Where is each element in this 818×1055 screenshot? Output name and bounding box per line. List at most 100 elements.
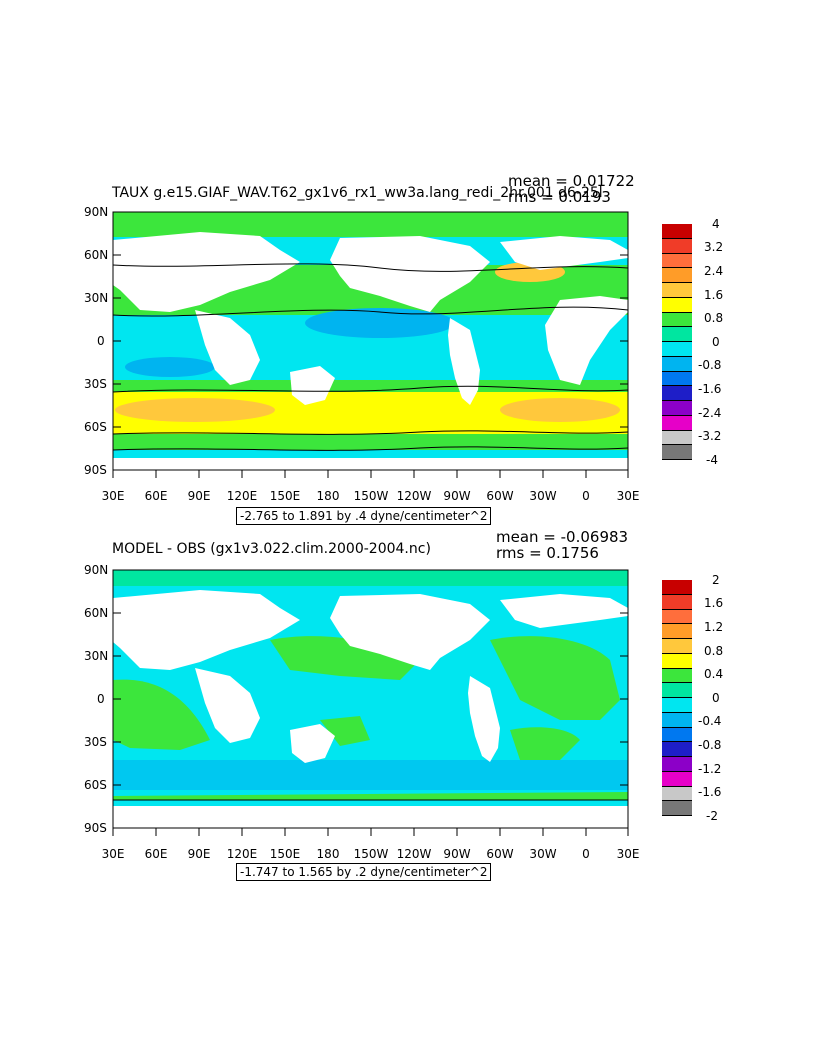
lon-label: 60W [486,489,514,503]
lon-label: 30E [101,847,125,861]
panel-2-colorbar [662,580,692,816]
colorbar-swatch [662,386,692,401]
lon-label: 90W [443,489,471,503]
lat-label: 30N [84,649,109,663]
lat-label: 90N [84,563,109,577]
lon-label: 30E [616,489,640,503]
lon-label: 90E [187,489,211,503]
colorbar-label: 3.2 [704,240,724,254]
lat-label: 0 [97,334,105,348]
lat-label: 30S [84,377,107,391]
lat-label: 60N [84,248,109,262]
lon-label: 90W [443,847,471,861]
colorbar-swatch [662,356,692,372]
colorbar-swatch [662,268,692,283]
colorbar-label: 2 [712,573,720,587]
lat-label: 60S [84,420,107,434]
lat-label: 90N [84,205,109,219]
lon-label: 90E [187,847,211,861]
lon-label: 120W [396,847,432,861]
colorbar-swatch [662,342,692,357]
colorbar-label: -1.2 [698,762,722,776]
panel-1-rms: rms = 0.0193 [508,188,611,206]
colorbar-swatch [662,609,692,625]
panel-2-range-label: -1.747 to 1.565 by .2 dyne/centimeter^2 [236,863,492,881]
colorbar-label: -0.8 [698,358,722,372]
lon-label: 180 [316,847,340,861]
colorbar-label: -1.6 [698,382,722,396]
lon-label: 30W [529,489,557,503]
colorbar-swatch [662,594,692,610]
lon-label: 120E [226,489,258,503]
lat-label: 60N [84,606,109,620]
lon-label: 0 [582,489,590,503]
colorbar-label: -4 [706,453,718,467]
colorbar-swatch [662,668,692,684]
colorbar-swatch [662,371,692,387]
colorbar-swatch [662,580,692,595]
lon-label: 150W [353,489,389,503]
lon-label: 120E [226,847,258,861]
colorbar-label: -3.2 [698,429,722,443]
lon-label: 30E [101,489,125,503]
colorbar-label: 0.4 [704,667,724,681]
lat-label: 30N [84,291,109,305]
colorbar-swatch [662,312,692,328]
colorbar-swatch [662,653,692,669]
lat-label: 30S [84,735,107,749]
colorbar-label: -0.8 [698,738,722,752]
lon-label: 180 [316,489,340,503]
colorbar-label: 0.8 [704,311,724,325]
colorbar-label: 4 [712,217,720,231]
lon-label: 150W [353,847,389,861]
colorbar-swatch [662,801,692,816]
colorbar-swatch [662,283,692,298]
colorbar-swatch [662,297,692,313]
colorbar-swatch [662,757,692,772]
panel-2-mean: mean = -0.06983 [496,528,629,546]
colorbar-swatch [662,727,692,743]
panel-1-colorbar [662,224,692,460]
colorbar-label: -0.4 [698,714,722,728]
colorbar-label: -2 [706,809,718,823]
colorbar-label: 0 [712,335,720,349]
colorbar-label: 2.4 [704,264,724,278]
lat-label: 0 [97,692,105,706]
colorbar-swatch [662,224,692,239]
lat-label: 60S [84,778,107,792]
colorbar-label: 1.6 [704,596,724,610]
colorbar-swatch [662,238,692,254]
colorbar-label: 0 [712,691,720,705]
panel-2-title: MODEL - OBS (gx1v3.022.clim.2000-2004.nc… [112,541,431,557]
colorbar-swatch [662,430,692,446]
lon-label: 120W [396,489,432,503]
colorbar-swatch [662,742,692,757]
lon-label: 60E [144,489,168,503]
colorbar-swatch [662,624,692,639]
panel-1-range-label: -2.765 to 1.891 by .4 dyne/centimeter^2 [236,507,492,525]
lon-label: 150E [269,489,301,503]
lon-label: 60W [486,847,514,861]
lon-label: 30E [616,847,640,861]
colorbar-label: 0.8 [704,644,724,658]
colorbar-label: 1.6 [704,288,724,302]
colorbar-swatch [662,253,692,269]
colorbar-label: 1.2 [704,620,724,634]
lat-label: 90S [84,821,107,835]
colorbar-swatch [662,712,692,728]
colorbar-swatch [662,683,692,698]
colorbar-swatch [662,401,692,416]
colorbar-swatch [662,415,692,431]
lon-label: 150E [269,847,301,861]
colorbar-swatch [662,771,692,787]
lat-label: 90S [84,463,107,477]
colorbar-swatch [662,445,692,460]
colorbar-swatch [662,786,692,802]
lon-label: 60E [144,847,168,861]
colorbar-swatch [662,327,692,342]
panel-1-mean: mean = 0.01722 [508,172,635,190]
panel-2-rms: rms = 0.1756 [496,544,599,562]
colorbar-swatch [662,639,692,654]
